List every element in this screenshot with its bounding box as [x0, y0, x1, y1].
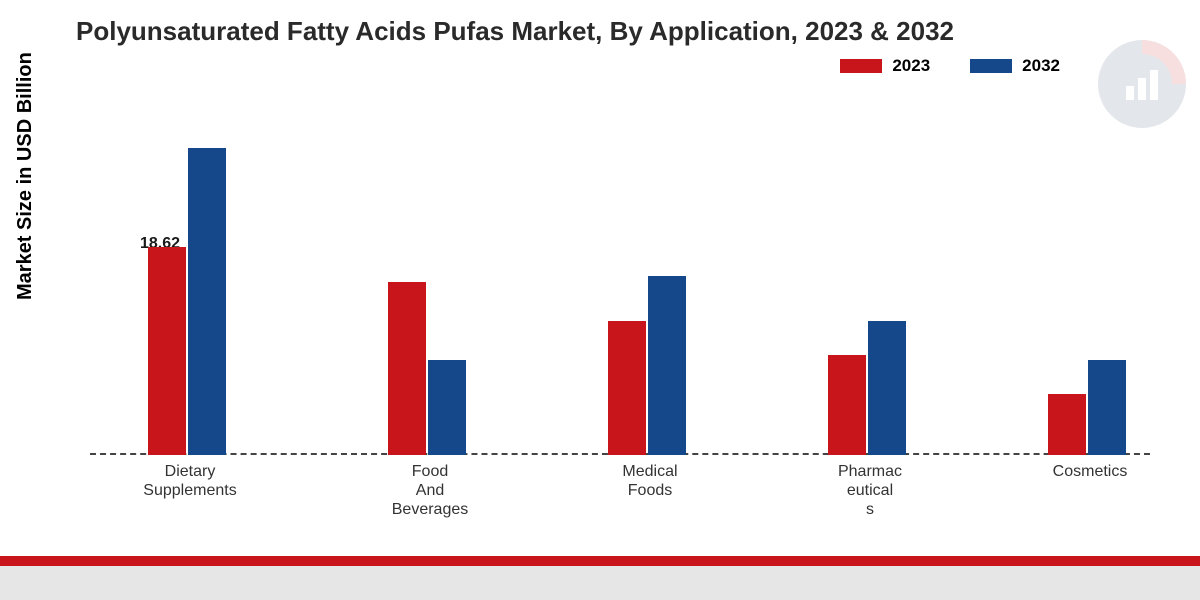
category-label: Medical Foods — [590, 462, 710, 500]
chart-title: Polyunsaturated Fatty Acids Pufas Market… — [76, 16, 954, 47]
bar-2023 — [608, 321, 646, 455]
plot-area: 18.62 — [90, 120, 1150, 455]
bar-2023 — [388, 282, 426, 455]
bar-2032 — [188, 148, 226, 455]
footer-red-stripe — [0, 556, 1200, 566]
footer-grey-stripe — [0, 566, 1200, 600]
bar-2032 — [428, 360, 466, 455]
bar-2032 — [868, 321, 906, 455]
legend-label-2032: 2032 — [1022, 56, 1060, 76]
legend-item-2023: 2023 — [840, 56, 930, 76]
category-label: Dietary Supplements — [130, 462, 250, 500]
category-label: Food And Beverages — [370, 462, 490, 520]
bar-2023 — [828, 355, 866, 456]
legend-item-2032: 2032 — [970, 56, 1060, 76]
bar-2032 — [1088, 360, 1126, 455]
legend-label-2023: 2023 — [892, 56, 930, 76]
y-axis-label: Market Size in USD Billion — [14, 52, 37, 300]
category-label: Cosmetics — [1030, 462, 1150, 481]
legend-swatch-2032 — [970, 59, 1012, 73]
category-label: Pharmac eutical s — [810, 462, 930, 520]
footer-band — [0, 566, 1200, 600]
bar-2023 — [148, 247, 186, 455]
legend: 2023 2032 — [840, 56, 1060, 76]
legend-swatch-2023 — [840, 59, 882, 73]
bar-2032 — [648, 276, 686, 455]
bar-2023 — [1048, 394, 1086, 455]
category-labels: Dietary Supplements Food And Beverages Med… — [90, 462, 1150, 532]
